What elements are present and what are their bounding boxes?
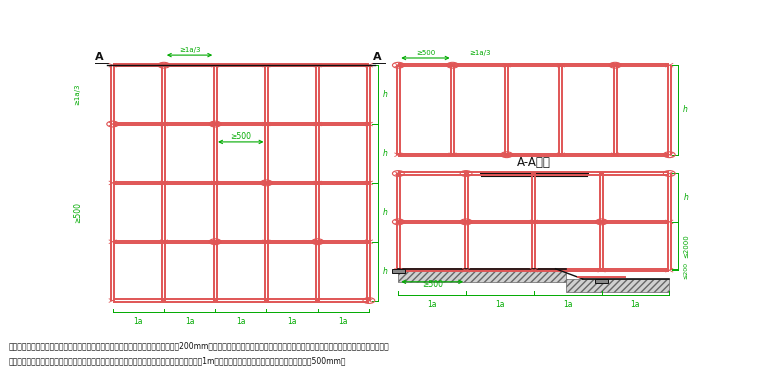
Text: h: h xyxy=(382,90,388,99)
Text: ≤200: ≤200 xyxy=(684,262,689,279)
Text: 1a: 1a xyxy=(338,317,348,326)
Text: 1a: 1a xyxy=(496,300,505,309)
Text: 1a: 1a xyxy=(427,300,437,309)
Text: A: A xyxy=(373,53,382,62)
Text: ≥500: ≥500 xyxy=(416,50,435,56)
Text: ≥1a/3: ≥1a/3 xyxy=(179,47,201,53)
Text: 1a: 1a xyxy=(236,317,245,326)
Text: ≥500: ≥500 xyxy=(73,202,82,223)
Text: h: h xyxy=(382,267,388,276)
Text: 1a: 1a xyxy=(185,317,195,326)
Text: A: A xyxy=(96,53,104,62)
Text: 1a: 1a xyxy=(631,300,640,309)
Text: 1a: 1a xyxy=(287,317,296,326)
Bar xyxy=(398,269,566,282)
Text: A-A剖面: A-A剖面 xyxy=(517,156,551,169)
Text: h: h xyxy=(382,208,388,217)
Bar xyxy=(566,279,670,292)
Text: 1a: 1a xyxy=(563,300,572,309)
Text: ≥500: ≥500 xyxy=(422,280,443,289)
Text: 基础不在同一高度上时，必须将高处的纵向扫地杆向低处延长两跨与立杆固定，高低差不应大于1m。靠边坡上方的立杆横距到边坡的距离不应小于500mm。: 基础不在同一高度上时，必须将高处的纵向扫地杆向低处延长两跨与立杆固定，高低差不应… xyxy=(9,356,347,365)
Text: ≥500: ≥500 xyxy=(230,132,252,141)
Text: ≥1a/3: ≥1a/3 xyxy=(469,50,490,55)
Text: 1a: 1a xyxy=(134,317,143,326)
Text: h: h xyxy=(684,193,689,202)
Bar xyxy=(392,269,405,273)
Text: ≤2000: ≤2000 xyxy=(683,234,689,258)
Text: h: h xyxy=(682,105,688,114)
Text: 脚手架必须设置纵横向扫地杆。纵向扫地杆应采用直角扣件固定在距底座上皮不大于200mm处的立杆上。横向扫地杆亦应采用直角扣件固定在紧靠纵向扫地杆下方的立杆上。当立: 脚手架必须设置纵横向扫地杆。纵向扫地杆应采用直角扣件固定在距底座上皮不大于200… xyxy=(9,341,390,350)
Text: h: h xyxy=(382,149,388,158)
Bar xyxy=(595,279,608,283)
Text: ≥1a/3: ≥1a/3 xyxy=(74,84,81,105)
